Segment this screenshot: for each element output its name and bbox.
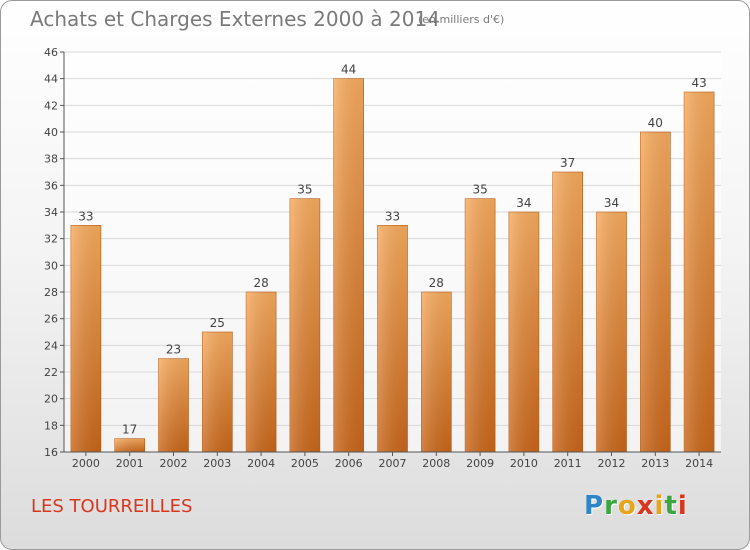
bar-shine <box>289 198 320 452</box>
bar-shine <box>202 332 233 452</box>
x-tick-label: 2002 <box>160 457 188 470</box>
bar-shine <box>158 358 189 452</box>
data-label: 28 <box>429 276 444 290</box>
data-label: 35 <box>297 183 312 197</box>
x-tick-label: 2006 <box>335 457 363 470</box>
y-tick-label: 36 <box>44 179 58 192</box>
data-label: 34 <box>516 196 531 210</box>
x-tick-label: 2009 <box>466 457 494 470</box>
x-tick-label: 2011 <box>554 457 582 470</box>
bar-shine <box>114 438 145 452</box>
y-tick-label: 40 <box>44 126 58 139</box>
x-tick-label: 2012 <box>598 457 626 470</box>
bar-shine <box>333 78 364 453</box>
data-label: 40 <box>648 116 663 130</box>
bar-shine <box>377 225 408 452</box>
data-label: 35 <box>472 183 487 197</box>
data-label: 23 <box>166 343 181 357</box>
x-tick-label: 2014 <box>685 457 713 470</box>
data-label: 37 <box>560 156 575 170</box>
y-tick-label: 16 <box>44 446 58 459</box>
bar-shine <box>508 212 539 452</box>
bar-shine <box>465 198 496 452</box>
y-tick-label: 46 <box>44 46 58 59</box>
y-tick-label: 20 <box>44 393 58 406</box>
y-tick-label: 38 <box>44 153 58 166</box>
y-tick-label: 42 <box>44 99 58 112</box>
bar-shine <box>552 172 583 452</box>
data-label: 43 <box>691 76 706 90</box>
bar-shine <box>70 225 101 452</box>
bar-shine <box>421 292 452 452</box>
bar-shine <box>246 292 277 452</box>
x-tick-label: 2005 <box>291 457 319 470</box>
x-tick-label: 2001 <box>116 457 144 470</box>
y-tick-label: 24 <box>44 339 58 352</box>
commune-name: LES TOURREILLES <box>31 496 193 517</box>
y-tick-label: 44 <box>44 73 58 86</box>
chart-unit-subtitle: (en milliers d'€) <box>418 13 505 26</box>
proxiti-logo: Proxiti <box>584 491 688 521</box>
y-tick-label: 22 <box>44 366 58 379</box>
x-tick-label: 2003 <box>203 457 231 470</box>
data-label: 34 <box>604 196 619 210</box>
data-label: 28 <box>253 276 268 290</box>
data-label: 33 <box>385 209 400 223</box>
chart-title: Achats et Charges Externes 2000 à 2014 <box>30 7 440 31</box>
x-tick-label: 2007 <box>379 457 407 470</box>
data-label: 44 <box>341 63 356 77</box>
y-tick-label: 26 <box>44 313 58 326</box>
data-label: 25 <box>210 316 225 330</box>
x-tick-label: 2013 <box>641 457 669 470</box>
x-tick-label: 2010 <box>510 457 538 470</box>
bar-shine <box>596 212 627 452</box>
y-tick-label: 34 <box>44 206 58 219</box>
x-tick-label: 2008 <box>422 457 450 470</box>
y-tick-label: 32 <box>44 233 58 246</box>
x-tick-label: 2004 <box>247 457 275 470</box>
data-label: 33 <box>78 209 93 223</box>
y-tick-label: 28 <box>44 286 58 299</box>
data-label: 17 <box>122 423 137 437</box>
y-tick-label: 30 <box>44 259 58 272</box>
bar-shine <box>684 92 715 452</box>
bar-shine <box>640 132 671 452</box>
y-tick-label: 18 <box>44 419 58 432</box>
x-tick-label: 2000 <box>72 457 100 470</box>
